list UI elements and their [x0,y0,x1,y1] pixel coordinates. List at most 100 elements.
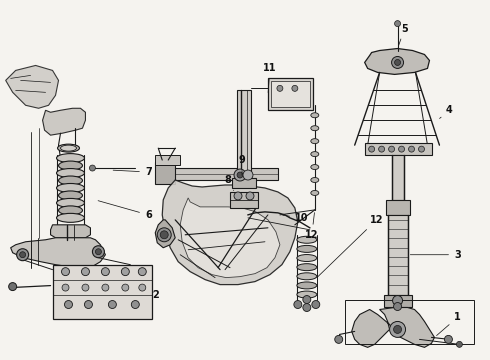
Circle shape [389,146,394,152]
Circle shape [368,146,375,152]
Circle shape [90,165,96,171]
Bar [268,78,313,110]
Polygon shape [50,225,91,238]
Ellipse shape [58,161,82,170]
Ellipse shape [311,165,319,170]
Circle shape [84,301,93,309]
Circle shape [108,301,116,309]
Text: 10: 10 [283,213,309,223]
Circle shape [81,268,90,276]
Circle shape [390,321,406,337]
Polygon shape [180,198,280,278]
Bar [230,192,258,208]
Bar [52,265,152,319]
Ellipse shape [56,154,84,163]
Circle shape [392,296,403,306]
Bar [345,300,474,345]
Circle shape [418,146,424,152]
Circle shape [335,336,343,343]
Text: 2: 2 [152,289,159,300]
Circle shape [93,246,104,258]
Ellipse shape [297,264,317,271]
Circle shape [294,301,302,309]
Circle shape [409,146,415,152]
Text: 5: 5 [398,24,408,46]
Bar [237,90,251,180]
Ellipse shape [56,168,84,177]
Polygon shape [11,238,105,268]
Circle shape [102,284,109,291]
Circle shape [237,172,243,178]
Polygon shape [352,307,435,347]
Circle shape [122,284,129,291]
Circle shape [139,284,146,291]
Circle shape [398,146,405,152]
Circle shape [312,301,320,309]
Polygon shape [155,220,175,248]
Text: 6: 6 [98,201,151,220]
Circle shape [122,268,129,276]
Ellipse shape [297,291,317,298]
Ellipse shape [311,190,319,195]
Ellipse shape [61,145,76,151]
Text: 4: 4 [440,105,453,118]
Circle shape [456,341,463,347]
Circle shape [131,301,139,309]
Ellipse shape [311,177,319,183]
Text: 12: 12 [317,215,383,278]
Circle shape [392,57,404,68]
Bar [155,155,180,165]
Polygon shape [6,66,58,108]
Bar [392,155,404,200]
Polygon shape [43,108,85,135]
Ellipse shape [58,191,82,200]
Ellipse shape [297,246,317,252]
Ellipse shape [57,144,79,152]
Text: 8: 8 [224,175,234,190]
Circle shape [277,85,283,91]
Ellipse shape [56,184,84,193]
Text: 1: 1 [437,312,461,336]
Polygon shape [162,180,298,285]
Circle shape [138,268,147,276]
Text: 12: 12 [305,213,318,240]
Circle shape [62,284,69,291]
Circle shape [17,249,28,261]
Text: 7: 7 [113,167,151,177]
Circle shape [394,21,400,27]
Ellipse shape [56,198,84,207]
Circle shape [9,283,17,291]
Ellipse shape [297,236,317,243]
Ellipse shape [311,139,319,144]
Circle shape [65,301,73,309]
Bar [232,178,256,188]
Bar [384,294,412,306]
Polygon shape [365,49,429,75]
Bar [271,81,310,107]
Circle shape [62,268,70,276]
Bar [386,200,410,215]
Ellipse shape [58,206,82,215]
Circle shape [246,192,254,200]
Text: 3: 3 [410,250,461,260]
Text: 9: 9 [239,155,245,175]
Bar [155,162,175,184]
Circle shape [379,146,385,152]
Circle shape [394,59,400,66]
Ellipse shape [311,126,319,131]
Circle shape [234,192,242,200]
Circle shape [20,252,25,258]
Bar [388,215,408,294]
Bar [158,168,278,180]
Circle shape [234,169,246,181]
Circle shape [96,249,101,255]
Ellipse shape [297,273,317,280]
Circle shape [393,302,401,310]
Circle shape [444,336,452,343]
Text: 11: 11 [263,63,277,93]
Circle shape [243,170,253,180]
Circle shape [393,325,401,333]
Ellipse shape [311,152,319,157]
Circle shape [292,85,298,91]
Circle shape [82,284,89,291]
